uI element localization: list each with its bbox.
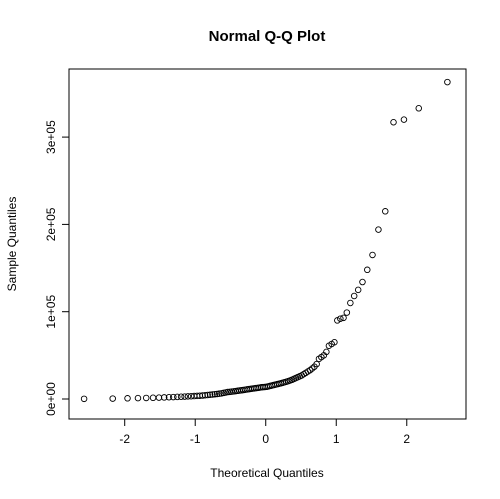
point bbox=[331, 339, 338, 346]
point bbox=[181, 393, 188, 400]
point bbox=[369, 251, 376, 259]
point bbox=[340, 314, 347, 322]
point bbox=[155, 394, 163, 401]
point bbox=[213, 390, 221, 398]
x-tick-label: 1 bbox=[333, 432, 340, 446]
point bbox=[142, 394, 150, 402]
point bbox=[306, 366, 314, 374]
y-tick-label: 0e+00 bbox=[44, 382, 58, 416]
point bbox=[224, 388, 231, 396]
point bbox=[134, 394, 142, 402]
point bbox=[170, 393, 177, 401]
point bbox=[359, 278, 366, 286]
point bbox=[124, 395, 131, 402]
point bbox=[364, 266, 371, 274]
point bbox=[149, 394, 157, 402]
point bbox=[323, 348, 330, 356]
point bbox=[308, 365, 316, 372]
point bbox=[174, 393, 181, 401]
point bbox=[109, 395, 116, 402]
point bbox=[343, 309, 351, 316]
point bbox=[347, 299, 354, 307]
y-tick-label: 1e+05 bbox=[44, 295, 58, 329]
plot-frame bbox=[68, 68, 467, 420]
x-tick-label: -2 bbox=[119, 432, 130, 446]
point bbox=[382, 208, 389, 215]
point bbox=[209, 391, 216, 398]
point bbox=[201, 392, 209, 399]
chart-title: Normal Q-Q Plot bbox=[209, 28, 326, 45]
point bbox=[206, 391, 214, 398]
y-tick-label: 2e+05 bbox=[44, 207, 58, 241]
point bbox=[160, 394, 168, 401]
x-tick-label: 0 bbox=[262, 432, 269, 446]
x-tick-label: 2 bbox=[403, 432, 410, 446]
point bbox=[204, 391, 211, 399]
x-tick-label: -1 bbox=[190, 432, 201, 446]
point bbox=[354, 286, 362, 294]
point bbox=[400, 116, 408, 123]
x-axis-label: Theoretical Quantiles bbox=[210, 466, 323, 480]
point bbox=[216, 390, 223, 397]
point bbox=[199, 392, 206, 399]
point bbox=[444, 78, 451, 86]
point bbox=[390, 119, 397, 126]
point bbox=[375, 226, 382, 233]
point bbox=[80, 395, 88, 403]
point bbox=[337, 315, 344, 322]
point bbox=[350, 292, 358, 300]
y-axis-label: Sample Quantiles bbox=[5, 197, 19, 292]
point bbox=[415, 105, 423, 112]
y-tick-label: 3e+05 bbox=[44, 120, 58, 154]
point bbox=[211, 390, 219, 398]
point bbox=[184, 393, 192, 400]
point bbox=[313, 360, 320, 368]
point bbox=[177, 393, 185, 400]
point bbox=[165, 394, 173, 401]
